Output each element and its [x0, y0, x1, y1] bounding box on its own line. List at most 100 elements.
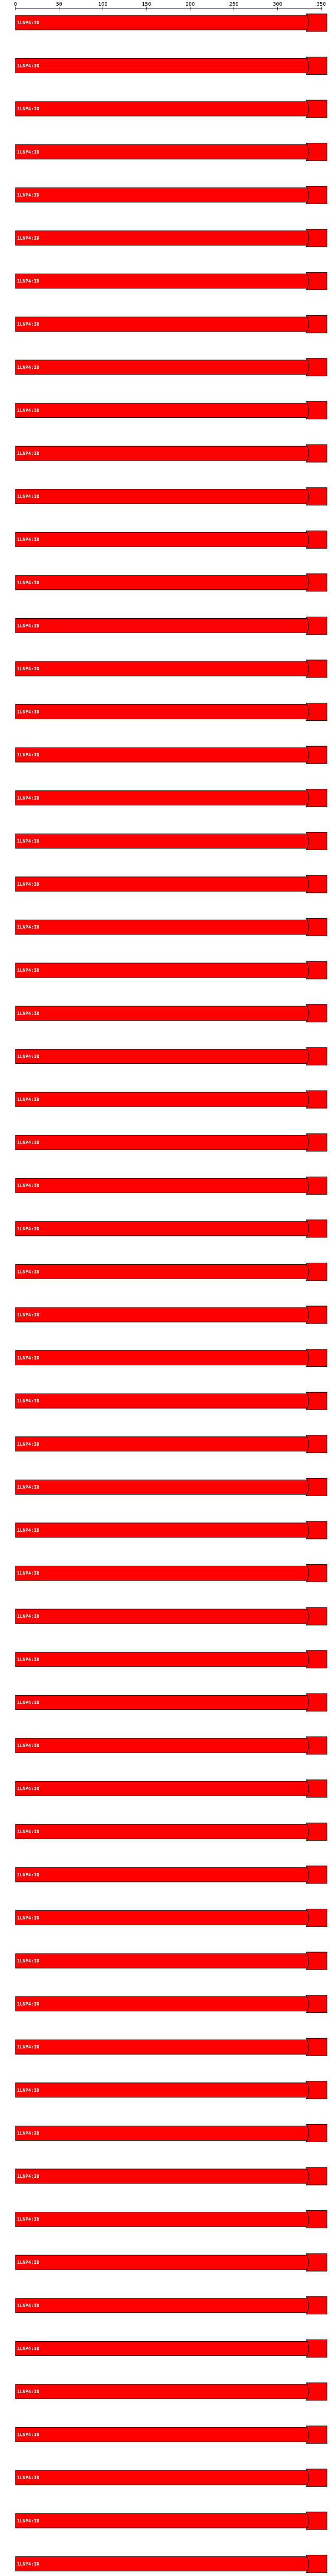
feature-track[interactable]: 1LNP4:ID [15, 13, 327, 32]
feature-bar[interactable] [15, 316, 310, 332]
feature-track[interactable]: 1LNP4:ID [15, 2382, 327, 2401]
feature-bar[interactable] [15, 274, 310, 289]
feature-bar[interactable] [15, 1307, 310, 1323]
feature-bar[interactable] [15, 1436, 310, 1452]
feature-track[interactable]: 1LNP4:ID [15, 659, 327, 678]
feature-bar[interactable] [15, 2341, 310, 2356]
feature-track[interactable]: 1LNP4:ID [15, 530, 327, 549]
feature-track[interactable]: 1LNP4:ID [15, 1478, 327, 1496]
feature-bar[interactable] [15, 833, 310, 849]
feature-bar[interactable] [15, 2298, 310, 2313]
feature-bar[interactable] [15, 1135, 310, 1150]
feature-bar[interactable] [15, 1092, 310, 1107]
feature-track[interactable]: 1LNP4:ID [15, 616, 327, 635]
feature-bar[interactable] [15, 1953, 310, 1969]
feature-bar[interactable] [15, 1824, 310, 1839]
feature-bar[interactable] [15, 2039, 310, 2055]
feature-bar[interactable] [15, 2125, 310, 2141]
feature-bar[interactable] [15, 575, 310, 590]
feature-bar[interactable] [15, 2212, 310, 2227]
feature-track[interactable]: 1LNP4:ID [15, 1822, 327, 1841]
feature-bar[interactable] [15, 962, 310, 978]
feature-track[interactable]: 1LNP4:ID [15, 1995, 327, 2013]
feature-track[interactable]: 1LNP4:ID [15, 918, 327, 937]
feature-track[interactable]: 1LNP4:ID [15, 2038, 327, 2056]
feature-track[interactable]: 1LNP4:ID [15, 2512, 327, 2530]
feature-track[interactable]: 1LNP4:ID [15, 185, 327, 204]
feature-track[interactable]: 1LNP4:ID [15, 1090, 327, 1109]
feature-bar[interactable] [15, 1393, 310, 1409]
feature-bar[interactable] [15, 747, 310, 762]
feature-bar[interactable] [15, 489, 310, 504]
feature-bar[interactable] [15, 1048, 310, 1064]
feature-track[interactable]: 1LNP4:ID [15, 1952, 327, 1970]
feature-track[interactable]: 1LNP4:ID [15, 1262, 327, 1281]
feature-track[interactable]: 1LNP4:ID [15, 2554, 327, 2573]
feature-track[interactable]: 1LNP4:ID [15, 1650, 327, 1669]
feature-bar[interactable] [15, 187, 310, 202]
feature-bar[interactable] [15, 101, 310, 116]
feature-bar[interactable] [15, 661, 310, 676]
feature-track[interactable]: 1LNP4:ID [15, 1866, 327, 1884]
feature-track[interactable]: 1LNP4:ID [15, 2426, 327, 2444]
feature-bar[interactable] [15, 2556, 310, 2571]
feature-bar[interactable] [15, 790, 310, 806]
feature-track[interactable]: 1LNP4:ID [15, 2210, 327, 2229]
feature-track[interactable]: 1LNP4:ID [15, 1047, 327, 1065]
feature-track[interactable]: 1LNP4:ID [15, 1004, 327, 1023]
feature-track[interactable]: 1LNP4:ID [15, 1521, 327, 1539]
feature-bar[interactable] [15, 1608, 310, 1624]
feature-track[interactable]: 1LNP4:ID [15, 1780, 327, 1798]
feature-track[interactable]: 1LNP4:ID [15, 229, 327, 247]
feature-bar[interactable] [15, 920, 310, 935]
feature-track[interactable]: 1LNP4:ID [15, 1349, 327, 1367]
feature-track[interactable]: 1LNP4:ID [15, 1693, 327, 1711]
feature-track[interactable]: 1LNP4:ID [15, 1176, 327, 1195]
feature-track[interactable]: 1LNP4:ID [15, 1392, 327, 1410]
feature-track[interactable]: 1LNP4:ID [15, 272, 327, 291]
feature-track[interactable]: 1LNP4:ID [15, 1564, 327, 1583]
feature-bar[interactable] [15, 2470, 310, 2485]
feature-track[interactable]: 1LNP4:ID [15, 487, 327, 506]
feature-track[interactable]: 1LNP4:ID [15, 1607, 327, 1625]
feature-bar[interactable] [15, 1264, 310, 1279]
feature-bar[interactable] [15, 1006, 310, 1021]
feature-track[interactable]: 1LNP4:ID [15, 2167, 327, 2185]
feature-bar[interactable] [15, 15, 310, 30]
feature-bar[interactable] [15, 360, 310, 375]
feature-bar[interactable] [15, 1996, 310, 2012]
feature-track[interactable]: 1LNP4:ID [15, 1435, 327, 1453]
feature-track[interactable]: 1LNP4:ID [15, 789, 327, 807]
feature-track[interactable]: 1LNP4:ID [15, 2468, 327, 2487]
feature-bar[interactable] [15, 1867, 310, 1883]
feature-track[interactable]: 1LNP4:ID [15, 745, 327, 764]
feature-bar[interactable] [15, 58, 310, 74]
feature-bar[interactable] [15, 2384, 310, 2399]
feature-bar[interactable] [15, 1694, 310, 1710]
feature-bar[interactable] [15, 876, 310, 892]
feature-bar[interactable] [15, 1522, 310, 1538]
feature-track[interactable]: 1LNP4:ID [15, 57, 327, 75]
feature-bar[interactable] [15, 1479, 310, 1495]
feature-bar[interactable] [15, 1738, 310, 1753]
feature-bar[interactable] [15, 2168, 310, 2184]
feature-bar[interactable] [15, 704, 310, 720]
feature-track[interactable]: 1LNP4:ID [15, 99, 327, 118]
feature-track[interactable]: 1LNP4:ID [15, 1219, 327, 1238]
feature-bar[interactable] [15, 1781, 310, 1797]
feature-bar[interactable] [15, 1910, 310, 1925]
feature-bar[interactable] [15, 2082, 310, 2098]
feature-bar[interactable] [15, 1350, 310, 1366]
feature-bar[interactable] [15, 2427, 310, 2443]
feature-bar[interactable] [15, 230, 310, 246]
feature-track[interactable]: 1LNP4:ID [15, 315, 327, 333]
feature-track[interactable]: 1LNP4:ID [15, 2296, 327, 2315]
feature-bar[interactable] [15, 1178, 310, 1193]
feature-track[interactable]: 1LNP4:ID [15, 143, 327, 161]
feature-bar[interactable] [15, 1566, 310, 1581]
feature-track[interactable]: 1LNP4:ID [15, 358, 327, 377]
feature-track[interactable]: 1LNP4:ID [15, 573, 327, 592]
feature-track[interactable]: 1LNP4:ID [15, 2339, 327, 2358]
feature-track[interactable]: 1LNP4:ID [15, 2253, 327, 2272]
feature-bar[interactable] [15, 144, 310, 160]
